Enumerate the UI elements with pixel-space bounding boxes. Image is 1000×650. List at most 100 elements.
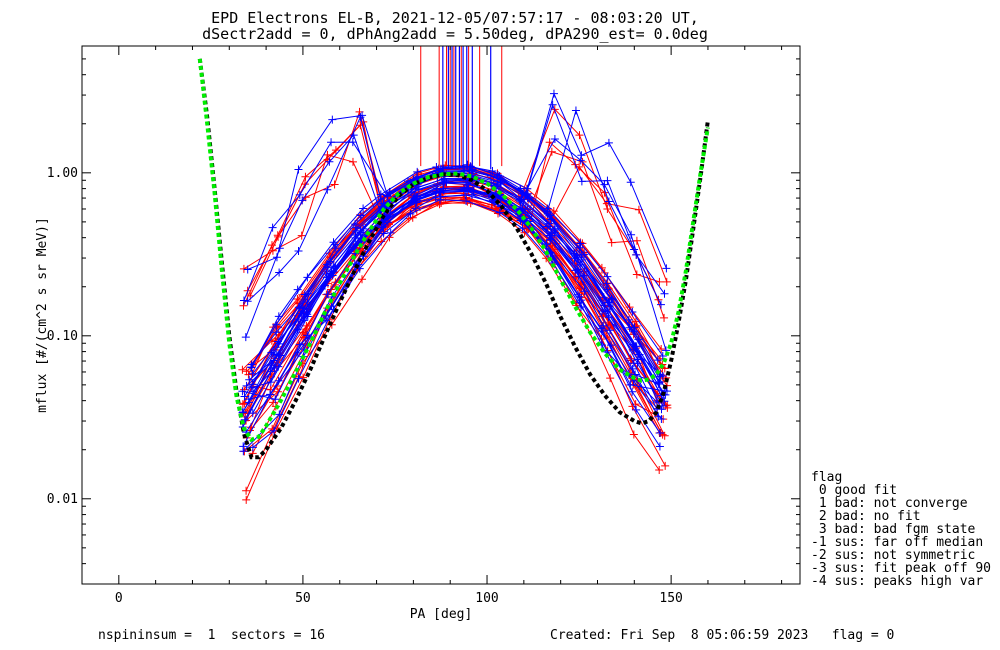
- blue-series-data-point: [248, 369, 257, 378]
- blue-series-data-point: [297, 309, 306, 318]
- blue-series-data-point: [603, 176, 612, 185]
- legend-item: 0 good fit: [811, 483, 897, 498]
- blue-series-data-point: [573, 265, 582, 274]
- blue-series-data-point: [633, 355, 642, 364]
- red-series-data-point: [301, 172, 310, 181]
- chart-title-line-2: dSectr2add = 0, dPhAng2add = 5.50deg, dP…: [202, 25, 708, 43]
- blue-series-data-point: [275, 244, 284, 253]
- blue-series-data-point: [376, 190, 385, 199]
- blue-series-data-point: [602, 279, 611, 288]
- blue-series-data-point: [604, 197, 613, 206]
- blue-series-data-point: [626, 178, 635, 187]
- red-series-data-point: [575, 131, 584, 140]
- blue-series-data-point: [658, 351, 667, 360]
- plot-frame: [81, 45, 801, 585]
- blue-series-data-point: [546, 235, 555, 244]
- blue-series-data-point: [348, 138, 357, 147]
- blue-series-data-point: [325, 157, 334, 166]
- blue-series-data-point: [660, 289, 669, 298]
- blue-series-data-point: [439, 178, 448, 187]
- blue-series-data-point: [329, 238, 338, 247]
- blue-series-data-point: [461, 178, 470, 187]
- blue-series-spectrum-line: [247, 108, 665, 295]
- x-tick-label: 150: [659, 591, 682, 606]
- blue-series-data-point: [268, 223, 277, 232]
- red-series-data-point: [606, 374, 615, 383]
- red-series-data-point: [239, 264, 248, 273]
- blue-series-data-point: [653, 356, 662, 365]
- blue-series-spectrum-line: [252, 178, 665, 402]
- red-series-data-point: [632, 236, 641, 245]
- blue-series-data-point: [576, 260, 585, 269]
- blue-series-data-point: [600, 180, 609, 189]
- blue-series-data-point: [432, 163, 441, 171]
- legend-item: -1 sus: far off median: [811, 535, 983, 550]
- red-series-data-point: [625, 303, 634, 312]
- blue-series-data-point: [266, 390, 275, 399]
- blue-series-data-point: [630, 245, 639, 254]
- blue-series-data-point: [463, 180, 472, 189]
- red-series-data-point: [267, 241, 276, 250]
- blue-series-data-point: [597, 324, 606, 333]
- red-series-spectrum-line: [244, 199, 664, 452]
- blue-series-data-point: [657, 405, 666, 414]
- blue-series-spectrum-line: [245, 103, 662, 338]
- fit-curves: [197, 58, 710, 460]
- blue-series-data-point: [323, 263, 332, 272]
- chart-title-line-1: EPD Electrons EL-B, 2021-12-05/07:57:17 …: [211, 9, 699, 27]
- blue-series-data-point: [496, 179, 505, 188]
- blue-series-data-point: [247, 363, 256, 372]
- blue-series-data-point: [655, 442, 664, 451]
- blue-series-data-point: [240, 415, 249, 424]
- blue-series-data-point: [270, 364, 279, 373]
- blue-series-data-point: [327, 138, 336, 147]
- blue-series-data-point: [466, 162, 475, 171]
- red-series-spectrum-line: [243, 110, 665, 319]
- red-series-data-point: [323, 150, 332, 159]
- blue-series-data-point: [628, 308, 637, 317]
- flag-legend: flag 0 good fit 1 bad: not converge 2 ba…: [811, 470, 991, 589]
- y-axis-label: mflux [#/(cm^2 s sr MeV)]: [35, 217, 50, 413]
- red-series-spectrum-line: [246, 186, 664, 439]
- blue-series-data-point: [331, 244, 340, 253]
- blue-series-data-point: [542, 239, 551, 248]
- blue-series-data-point: [274, 312, 283, 321]
- blue-series-data-point: [518, 205, 527, 214]
- blue-series-data-point: [296, 304, 305, 313]
- blue-series-data-point: [656, 300, 665, 309]
- red-series-spectrum-line: [252, 201, 660, 454]
- blue-series-data-point: [461, 190, 470, 199]
- blue-series-data-point: [603, 272, 612, 281]
- red-series-spectrum-line: [243, 154, 668, 282]
- blue-series-data-point: [495, 208, 504, 217]
- x-tick-label: 0: [115, 591, 123, 606]
- red-series-data-point: [660, 313, 669, 322]
- blue-series-data-point: [411, 204, 420, 213]
- blue-series-data-point: [546, 231, 555, 240]
- blue-series-data-point: [270, 426, 279, 435]
- blue-series-data-point: [325, 272, 334, 281]
- fit-curve-green: [197, 58, 710, 443]
- blue-series-spectrum-line: [252, 194, 664, 377]
- red-series-data-point: [238, 400, 247, 409]
- red-series-data-point: [358, 275, 367, 284]
- legend-item: 3 bad: bad fgm state: [811, 522, 976, 537]
- blue-series-data-point: [493, 173, 502, 182]
- blue-series-data-point: [543, 209, 552, 218]
- blue-series-data-point: [632, 405, 641, 414]
- red-series-data-point: [629, 430, 638, 439]
- blue-series-data-point: [293, 325, 302, 334]
- blue-series-data-point: [577, 255, 586, 264]
- blue-series-data-point: [293, 348, 302, 357]
- blue-series-spectrum-line: [243, 181, 665, 452]
- y-tick-label: 0.10: [47, 329, 78, 344]
- blue-series-data-point: [241, 333, 250, 342]
- y-tick-label: 0.01: [47, 492, 78, 507]
- red-series-spectrum-line: [251, 168, 664, 380]
- blue-series-data-point: [349, 131, 358, 140]
- blue-series-data-point: [632, 342, 641, 351]
- blue-series-data-point: [436, 164, 445, 173]
- blue-series-data-point: [239, 447, 248, 456]
- blue-series-data-point: [328, 115, 337, 124]
- blue-series-data-point: [379, 229, 388, 238]
